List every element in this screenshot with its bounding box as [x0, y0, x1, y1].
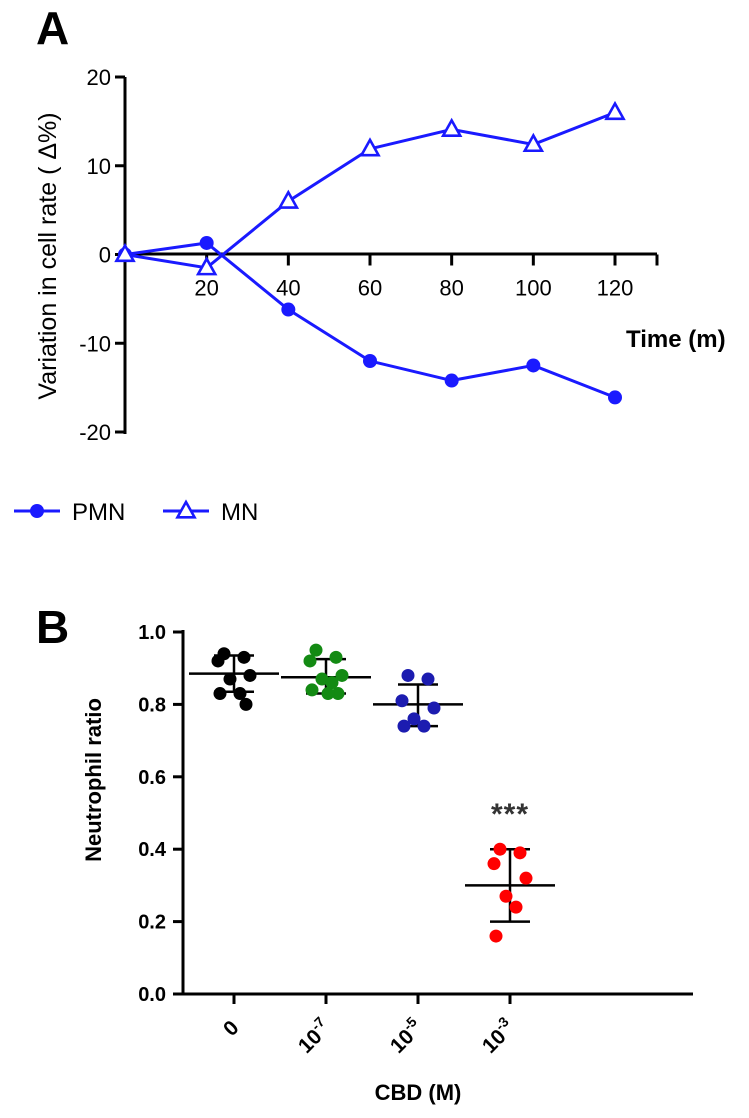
panel-b-group	[281, 643, 371, 701]
data-point	[237, 650, 251, 664]
panel-b-category-label: 0	[219, 1016, 244, 1041]
panel-a-point-pmn	[444, 373, 459, 388]
significance-marker: ***	[491, 798, 529, 831]
panel-a-y-tick-label: 0	[99, 243, 111, 268]
panel-a-y-tick-label: -10	[79, 331, 111, 356]
panel-a-point-mn	[114, 242, 136, 263]
panel-a-series	[114, 100, 626, 405]
data-point	[331, 687, 345, 701]
panel-a-x-tick-label: 40	[276, 276, 300, 301]
panel-a-point-pmn	[363, 354, 377, 368]
data-point	[325, 676, 339, 690]
panel-a-y-ticks: 20 10 0 -10 -20	[79, 65, 125, 445]
panel-b-x-axis-label: CBD (M)	[375, 1080, 462, 1105]
data-point	[321, 687, 335, 701]
panel-b-y-tick-label: 0.6	[138, 767, 166, 789]
panel-b-group	[189, 647, 279, 711]
data-point	[233, 687, 247, 701]
data-point	[499, 889, 513, 903]
panel-b-category-label: 10-5	[383, 1013, 428, 1058]
legend-label-mn: MN	[221, 499, 258, 526]
data-point	[519, 871, 533, 885]
data-point	[407, 712, 421, 726]
panel-a-point-mn	[359, 137, 381, 157]
panel-a-y-tick-label: 10	[87, 154, 111, 179]
data-point	[211, 654, 225, 668]
panel-a-point-mn	[195, 256, 218, 276]
legend-label-pmn: PMN	[72, 499, 125, 526]
data-point	[401, 668, 415, 682]
panel-a-y-tick-label: -20	[79, 420, 111, 445]
panel-a-point-pmn	[608, 390, 622, 405]
panel-a-x-tick-label: 120	[597, 276, 634, 301]
panel-a-point-pmn	[199, 235, 214, 250]
panel-b-y-tick-label: 0.0	[138, 984, 166, 1006]
panel-a-legend: PMN MN	[14, 499, 258, 526]
panel-a-x-ticks: 20 40 60 80 100 120	[194, 254, 659, 301]
data-point	[335, 668, 349, 682]
panel-b-x-ticks: 0 10-7 10-5 10-3	[219, 994, 520, 1058]
panel-b-y-ticks: 0.0 0.2 0.4 0.6 0.8 1.0	[138, 622, 183, 1006]
panel-b-y-tick-label: 1.0	[138, 622, 166, 644]
data-point	[397, 719, 411, 733]
panel-a-x-tick-label: 100	[515, 276, 552, 301]
data-point	[303, 654, 317, 668]
legend-marker-mn	[175, 499, 197, 519]
data-point	[395, 694, 409, 708]
data-point	[243, 668, 257, 682]
data-point	[329, 650, 343, 664]
data-point	[223, 672, 237, 686]
data-point	[427, 701, 441, 715]
panel-b-group	[465, 842, 555, 943]
panel-b-category-label: 10-7	[291, 1013, 336, 1058]
data-point	[309, 643, 323, 657]
panel-b-y-axis-label: Neutrophil ratio	[81, 698, 106, 862]
data-point	[213, 687, 227, 701]
data-point	[489, 929, 503, 943]
data-point	[315, 672, 329, 686]
panel-a-y-axis-label: Variation in cell rate ( Δ%)	[34, 112, 62, 399]
panel-b-group	[373, 668, 463, 733]
data-point	[417, 719, 431, 733]
category-base: 0	[219, 1016, 244, 1041]
panel-b-letter: B	[36, 601, 69, 653]
data-point	[513, 846, 527, 860]
panel-b-category-label: 10-3	[475, 1013, 520, 1058]
data-point	[509, 900, 523, 914]
panel-b-y-tick-label: 0.4	[138, 839, 167, 861]
panel-a-x-tick-label: 20	[194, 276, 218, 301]
panel-a-point-mn	[604, 100, 626, 121]
panel-b-groups: ***	[189, 643, 555, 943]
panel-a-x-axis-label: Time (m)	[626, 326, 726, 353]
data-point	[493, 842, 507, 856]
panel-b-y-tick-label: 0.8	[138, 694, 166, 716]
panel-a-point-pmn	[281, 302, 296, 317]
panel-a-point-mn	[277, 189, 300, 209]
panel-b: B 0.0 0.2 0.4 0.6 0.8 1.0 0 10-7 10-5 10-3 Neutr…	[36, 601, 693, 1105]
data-point	[487, 857, 501, 871]
panel-a-point-mn	[522, 132, 545, 153]
data-point	[305, 683, 319, 697]
panel-a-point-mn	[440, 117, 463, 137]
data-point	[421, 672, 435, 686]
panel-a-x-tick-label: 60	[358, 276, 382, 301]
panel-a-letter: A	[36, 2, 69, 54]
legend-marker-pmn	[30, 504, 44, 518]
panel-b-y-tick-label: 0.2	[138, 912, 166, 934]
data-point	[239, 697, 253, 711]
panel-a-point-pmn	[526, 358, 541, 373]
panel-a-x-tick-label: 80	[439, 276, 463, 301]
panel-a-y-tick-label: 20	[87, 65, 111, 90]
